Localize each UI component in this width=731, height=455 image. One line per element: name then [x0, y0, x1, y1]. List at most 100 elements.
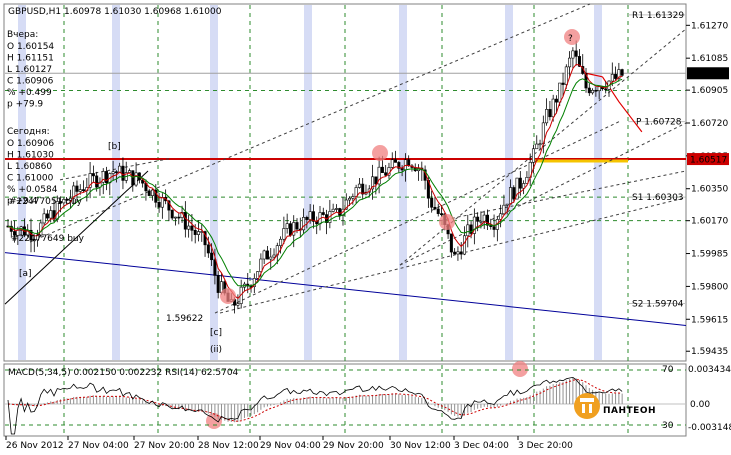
sub-tick-label: 0.0034344 — [688, 365, 731, 375]
candle-body — [183, 211, 187, 230]
candle-body — [82, 189, 86, 192]
candle-body — [292, 222, 296, 236]
candle-body — [499, 213, 503, 220]
rsi-tick-label: 70 — [662, 365, 674, 375]
wave-label-a: [a] — [19, 269, 32, 279]
last-price-box — [687, 67, 729, 80]
red-level-box — [687, 153, 729, 166]
candle-body — [131, 170, 135, 186]
candle-body — [394, 159, 398, 163]
sub-tick-label: -0.003148 — [688, 423, 731, 433]
red-level-label: 1.60517 — [690, 156, 727, 166]
candle-body — [105, 171, 109, 184]
candle-body — [187, 225, 191, 230]
candle-body — [295, 222, 299, 230]
candle-body — [430, 197, 434, 208]
candle-body — [196, 231, 200, 235]
pivot-channel-line — [214, 120, 621, 314]
today-line: H 1.61030 — [7, 151, 54, 161]
candle-body — [614, 74, 618, 79]
wave-label-b: [b] — [108, 142, 121, 152]
candle-body — [282, 228, 286, 240]
wave-label-ii: (ii) — [210, 345, 222, 355]
logo-text: ПАНТЕОН — [603, 406, 656, 416]
candle-body — [551, 98, 555, 118]
candle-body — [518, 177, 522, 189]
y-tick-label: 1.61270 — [691, 21, 728, 31]
candle-body — [114, 171, 118, 174]
order-label: #22477051 buy — [9, 197, 83, 207]
circle-marker — [372, 145, 388, 161]
session-band — [112, 5, 120, 360]
y-tick-label: 1.61085 — [691, 54, 728, 64]
rsi-line — [7, 376, 623, 435]
macd-rsi-label: MACD(5,34,5) 0.002150 0.002232 RSI(14) 6… — [8, 368, 239, 378]
moving-averages — [7, 63, 623, 300]
projection-arrow — [585, 72, 603, 78]
candle-body — [305, 217, 309, 220]
candle-body — [505, 203, 509, 206]
candle-body — [265, 250, 269, 260]
y-tick-label: 1.60720 — [691, 119, 728, 129]
x-tick-label: 3 Dec 04:00 — [454, 441, 509, 451]
today-line: % +0.0584 — [7, 185, 58, 195]
candle-body — [32, 239, 36, 242]
candle-body — [466, 224, 470, 237]
candle-body — [95, 175, 99, 188]
candle-body — [538, 143, 542, 146]
symbol-header: GBPUSD,H1 1.60978 1.61030 1.60968 1.6100… — [8, 7, 222, 17]
candle-body — [334, 208, 338, 210]
candle-body — [121, 165, 125, 181]
candle-body — [128, 170, 132, 173]
candle-body — [59, 201, 63, 204]
level-lines — [5, 14, 686, 304]
level-label-r1: R1 1.61329 — [632, 11, 684, 21]
today-line: O 1.60906 — [7, 139, 54, 149]
candle-body — [407, 159, 411, 167]
today-line: C 1.61000 — [7, 174, 54, 184]
session-band — [594, 5, 602, 360]
x-tick-label: 28 Nov 12:00 — [198, 441, 259, 451]
candle-body — [594, 89, 598, 92]
candle-body — [154, 189, 158, 203]
sub-tick-label: 0.00 — [690, 400, 710, 410]
candle-body — [587, 87, 591, 94]
yesterday-line: L 1.60127 — [7, 65, 52, 75]
candle-body — [604, 88, 608, 91]
candle-body — [151, 189, 155, 196]
candle-body — [620, 69, 624, 76]
candle-body — [568, 57, 572, 68]
candle-body — [134, 172, 138, 186]
candle-body — [374, 176, 378, 185]
today-line: p +9.4 — [7, 197, 38, 207]
candle-body — [344, 199, 348, 210]
candle-body — [213, 259, 217, 276]
rsi-tick-label: 30 — [662, 421, 674, 431]
candle-body — [13, 231, 17, 236]
candle-body — [548, 109, 552, 118]
candle-body — [262, 250, 266, 260]
session-band — [304, 5, 312, 360]
candle-body — [449, 233, 453, 253]
candle-body — [577, 56, 581, 67]
panteon-logo: ПАНТЕОН — [574, 393, 656, 419]
candle-body — [357, 183, 361, 188]
circle-marker — [439, 214, 455, 230]
x-tick-label: 26 Nov 2012 — [6, 441, 64, 451]
x-tick-label: 30 Nov 12:00 — [390, 441, 451, 451]
candle-body — [91, 173, 95, 177]
candle-body — [380, 166, 384, 173]
y-tick-label: 1.59985 — [691, 250, 728, 260]
session-band — [18, 5, 26, 360]
lower-dashed-line — [219, 197, 687, 314]
today-title: Сегодня: — [7, 127, 50, 137]
candle-body — [433, 206, 437, 210]
candle-body — [545, 109, 549, 124]
candle-body — [206, 244, 210, 254]
candle-body — [78, 189, 82, 192]
session-band — [505, 5, 513, 360]
candle-body — [591, 89, 595, 94]
candle-body — [508, 187, 512, 205]
candle-body — [472, 216, 476, 234]
